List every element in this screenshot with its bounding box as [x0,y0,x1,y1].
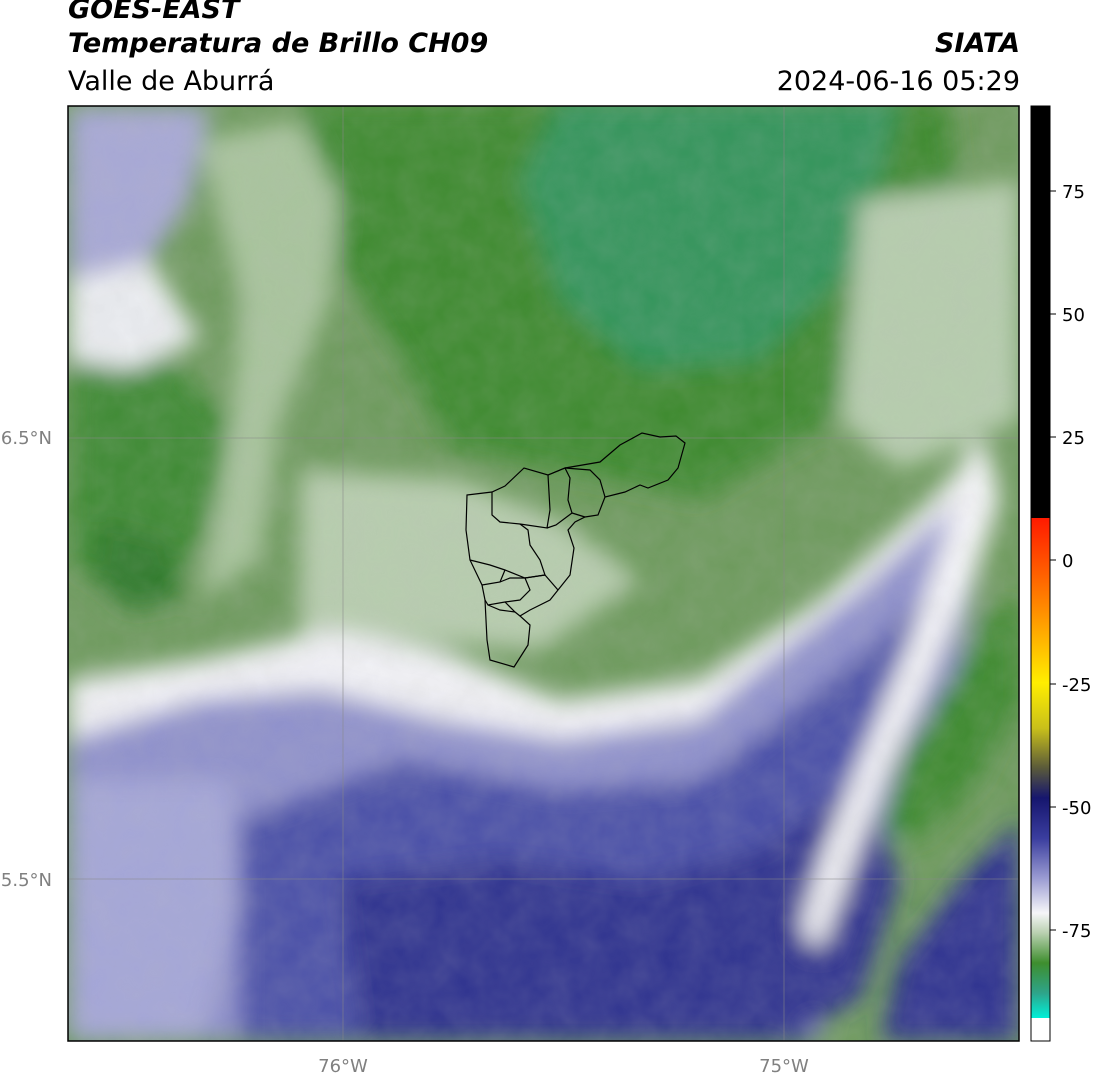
brightness-temperature-field [68,106,1019,1041]
colorbar-tick-label: 75 [1062,182,1085,203]
lon-tick-label: 75°W [759,1056,809,1077]
colorbar-segment-white [1031,1018,1050,1041]
valle-aburra-municipal-boundaries [465,432,686,668]
colorbar-tick-label: -75 [1062,921,1091,942]
colorbar: 75 50 25 0 -25 -50 -75 [1030,105,1091,1042]
product-title: Temperatura de Brillo CH09 [68,28,489,59]
lon-tick-label: 76°W [318,1056,368,1077]
colorbar-tick-label: 0 [1062,551,1073,572]
colorbar-tick-label: -50 [1062,798,1091,819]
map-frame [67,105,1020,1042]
colorbar-tick-label: -25 [1062,675,1091,696]
satellite-title: GOES-EAST [68,0,240,25]
timestamp-label: 2024-06-16 05:29 [776,66,1020,97]
colorbar-segment-black [1031,106,1050,518]
lat-tick-label: 5.5°N [1,870,52,891]
region-subtitle: Valle de Aburrá [68,66,275,97]
colorbar-tick-label: 50 [1062,305,1085,326]
colorbar-gradient [1031,518,1050,1018]
colorbar-tick-label: 25 [1062,428,1085,449]
colorbar-frame [1030,105,1051,1042]
map-gridlines [68,106,1019,1041]
organization-label: SIATA [934,28,1020,59]
lat-tick-label: 6.5°N [1,428,52,449]
